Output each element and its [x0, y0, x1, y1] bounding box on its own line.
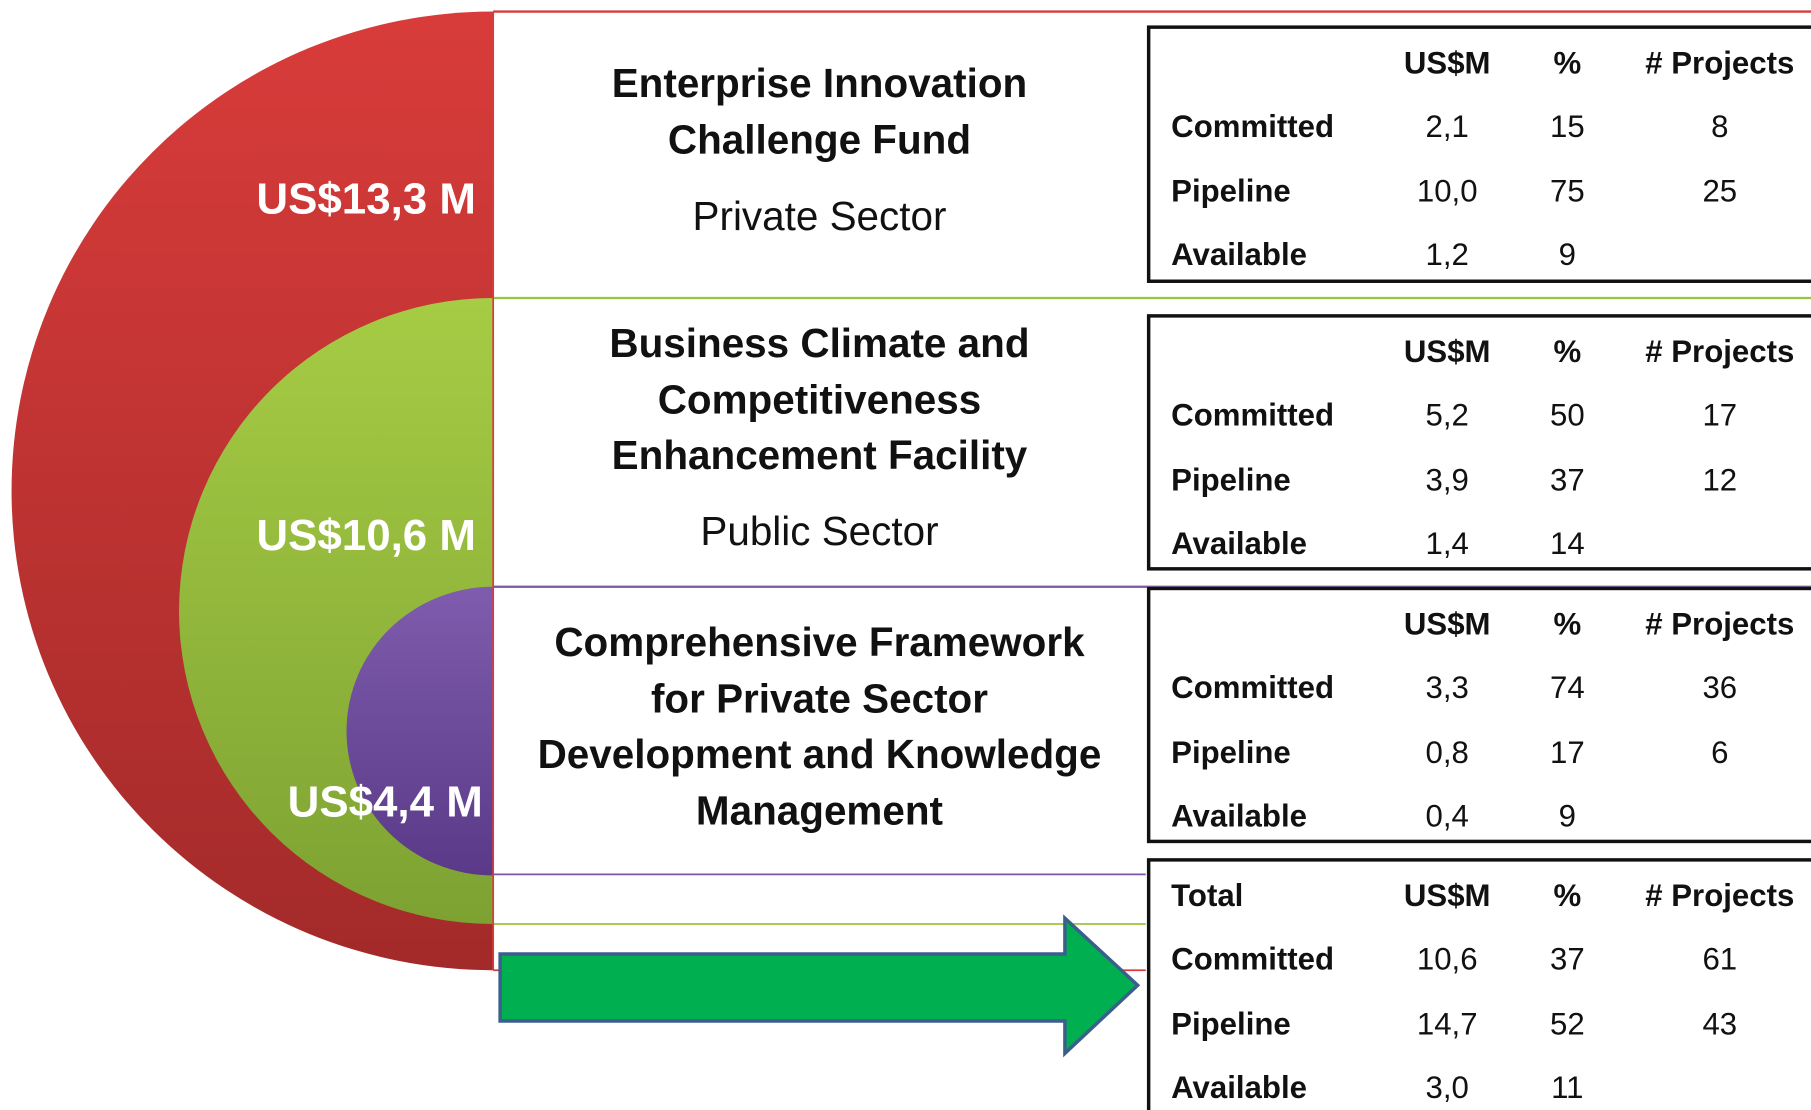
- row-label: Pipeline: [1171, 462, 1291, 498]
- table-cell: 36: [1702, 670, 1738, 706]
- section-title: Enhancement Facility: [611, 433, 1028, 479]
- row-label: Available: [1171, 526, 1307, 561]
- table-header: US$M: [1403, 334, 1491, 370]
- table-cell: 11: [1551, 1070, 1584, 1105]
- table-cell: 0,4: [1425, 798, 1469, 834]
- table: US$M% # Projects Committed 3,3 74 36 Pipeline 0…: [1146, 586, 1811, 844]
- table-cell: 2,1: [1425, 109, 1469, 144]
- table-cell: 14: [1549, 526, 1585, 561]
- row-label: Committed: [1171, 670, 1335, 706]
- table-header: # Projects: [1645, 606, 1795, 642]
- table-cell: 0,8: [1425, 735, 1469, 770]
- table-cell: 25: [1702, 173, 1738, 209]
- row-label: Committed: [1171, 109, 1335, 144]
- table-cell: 10,0: [1416, 173, 1478, 209]
- row-label: Available: [1171, 1070, 1307, 1105]
- table-cell: 37: [1549, 462, 1585, 498]
- row-label: Committed: [1171, 941, 1335, 977]
- table-cell: 17: [1702, 397, 1738, 433]
- section-title: Comprehensive Framework: [554, 620, 1085, 666]
- section-title: Development and Knowledge: [537, 732, 1102, 778]
- table-header: %: [1553, 45, 1582, 81]
- table-header: %: [1553, 878, 1582, 914]
- table-cell: 43: [1702, 1006, 1738, 1042]
- arrow: [498, 914, 1141, 1058]
- table-cell: 3,3: [1425, 670, 1469, 706]
- table-cell: 5,2: [1425, 397, 1469, 433]
- table-cell: 37: [1549, 941, 1585, 977]
- table-cell: 12: [1702, 462, 1738, 498]
- table-header: US$M: [1403, 878, 1491, 914]
- section-title: Competitiveness: [657, 377, 982, 423]
- table-cell: 74: [1549, 670, 1585, 706]
- circle-label: US$4,4 M: [287, 778, 483, 827]
- table-header: # Projects: [1645, 878, 1795, 914]
- table-cell: 75: [1549, 173, 1585, 209]
- table-cell: 3,9: [1425, 462, 1469, 498]
- row-label: Committed: [1171, 397, 1335, 433]
- section-subtitle: Private Sector: [692, 194, 947, 240]
- table-cell: 6: [1711, 735, 1729, 770]
- circle-label: US$13,3 M: [256, 175, 476, 225]
- section-subtitle: Public Sector: [700, 509, 939, 555]
- section-title: for Private Sector: [650, 676, 988, 722]
- table-header: US$M: [1403, 45, 1491, 81]
- table-cell: 52: [1549, 1006, 1585, 1042]
- circle-label: US$10,6 M: [256, 511, 476, 561]
- table-header: # Projects: [1645, 45, 1795, 81]
- table-header: Total: [1171, 878, 1244, 914]
- table-header: US$M: [1403, 606, 1491, 642]
- section-title: Challenge Fund: [667, 117, 972, 163]
- table: US$M% # Projects Committed 2,1 15 8 Pipeline 10…: [1146, 25, 1811, 283]
- row-label: Available: [1171, 237, 1307, 273]
- table: US$M% # Projects Committed 5,2 50 17 Pipeline 3…: [1146, 314, 1811, 571]
- table-cell: 17: [1549, 735, 1585, 770]
- row-label: Pipeline: [1171, 1006, 1291, 1042]
- table-header: %: [1553, 606, 1582, 642]
- table-header: # Projects: [1645, 334, 1795, 370]
- table-cell: 9: [1558, 237, 1577, 273]
- table-cell: 14,7: [1416, 1006, 1478, 1042]
- table-cell: 50: [1549, 397, 1585, 433]
- table-cell: 1,2: [1425, 237, 1469, 273]
- section-title: Business Climate and: [609, 321, 1030, 367]
- row-label: Available: [1171, 798, 1307, 834]
- table-cell: 8: [1711, 109, 1729, 144]
- table-cell: 1,4: [1425, 526, 1469, 561]
- row-label: Pipeline: [1171, 735, 1291, 770]
- table-cell: 61: [1702, 941, 1738, 977]
- table-cell: 3,0: [1425, 1070, 1469, 1105]
- table-cell: 9: [1558, 798, 1577, 834]
- table-cell: 10,6: [1416, 941, 1478, 977]
- row-label: Pipeline: [1171, 173, 1291, 209]
- table: Total US$M% # Projects Committed 10,6 37 61 Pip…: [1146, 858, 1811, 1110]
- table-header: %: [1553, 334, 1582, 370]
- section-title: Management: [695, 788, 944, 834]
- table-cell: 15: [1549, 109, 1585, 144]
- section-title: Enterprise Innovation: [611, 61, 1028, 107]
